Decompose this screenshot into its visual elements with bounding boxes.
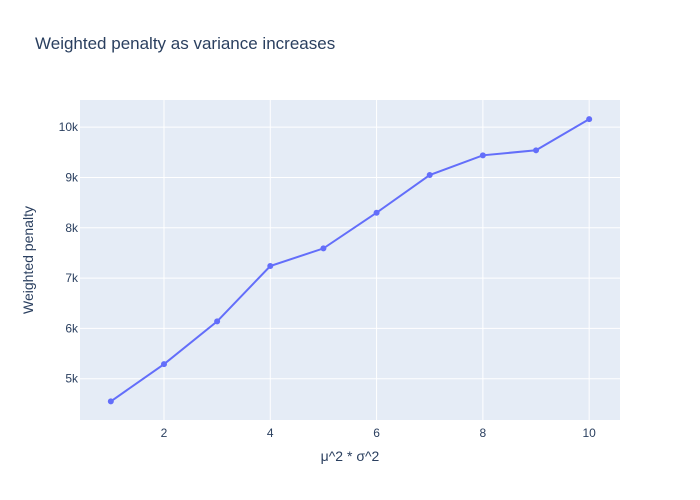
data-point [533, 147, 540, 154]
data-point [320, 245, 327, 252]
data-point [479, 152, 486, 159]
x-axis-title: μ^2 * σ^2 [321, 448, 380, 464]
y-tick-label: 6k [65, 321, 79, 335]
series-points [107, 116, 593, 405]
y-tick-label: 5k [65, 372, 79, 386]
data-point [267, 263, 274, 270]
y-tick-label: 8k [65, 221, 79, 235]
plot-area [80, 100, 620, 420]
x-tick-label: 6 [373, 426, 380, 440]
y-tick-label: 7k [65, 271, 79, 285]
y-tick-label: 9k [65, 170, 79, 184]
y-tick-labels: 5k 6k 7k 8k 9k 10k [59, 120, 79, 386]
data-point [107, 398, 114, 405]
x-tick-label: 8 [480, 426, 487, 440]
x-tick-label: 10 [582, 426, 596, 440]
data-point [586, 116, 593, 123]
data-point [426, 171, 433, 178]
x-tick-label: 4 [267, 426, 274, 440]
x-tick-labels: 2 4 6 8 10 [161, 426, 597, 440]
data-point [160, 361, 167, 368]
chart-title: Weighted penalty as variance increases [35, 34, 336, 53]
y-gridlines [80, 126, 620, 380]
data-point [214, 318, 221, 325]
data-point [373, 209, 380, 216]
y-axis-title: Weighted penalty [20, 206, 36, 314]
series-line [110, 118, 590, 403]
y-tick-label: 10k [59, 120, 79, 134]
x-tick-label: 2 [161, 426, 168, 440]
